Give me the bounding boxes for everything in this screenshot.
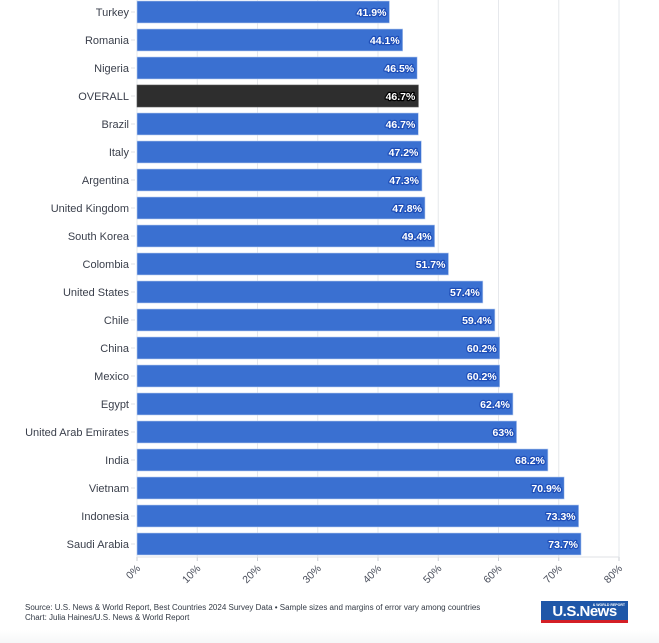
x-tick-label: 50% xyxy=(421,563,444,586)
bar xyxy=(136,448,549,472)
value-label: 46.5% xyxy=(384,63,414,75)
value-label: 47.8% xyxy=(392,203,422,215)
bar-chart: Turkey Romania Nigeria OVERALL Brazil Italy Ar… xyxy=(25,0,625,586)
category-label: Argentina xyxy=(82,175,130,187)
bar xyxy=(136,56,418,80)
category-label: India xyxy=(105,455,130,467)
value-label: 70.9% xyxy=(531,483,561,495)
value-label: 46.7% xyxy=(386,91,416,103)
bar xyxy=(136,84,419,108)
bar xyxy=(136,168,423,192)
x-tick-label: 30% xyxy=(301,563,324,586)
bar xyxy=(136,112,419,136)
category-label: OVERALL xyxy=(78,91,129,103)
gridlines xyxy=(136,0,620,557)
value-label: 51.7% xyxy=(416,259,446,271)
bar xyxy=(136,280,484,304)
bar xyxy=(136,196,426,220)
category-label: Turkey xyxy=(96,7,130,19)
bar xyxy=(136,364,501,388)
x-tick-label: 10% xyxy=(180,563,203,586)
bar xyxy=(136,308,496,332)
bottom-fade xyxy=(0,630,659,643)
bar xyxy=(136,476,565,500)
bar xyxy=(136,504,579,528)
value-label: 73.3% xyxy=(546,511,576,523)
bar xyxy=(136,252,449,276)
logo-text: U.S.News xyxy=(552,602,617,620)
value-label: 63% xyxy=(493,427,515,439)
category-label: China xyxy=(100,343,130,355)
category-label: Brazil xyxy=(101,119,129,131)
category-label: Romania xyxy=(85,35,130,47)
x-tick-label: 80% xyxy=(602,563,625,586)
x-tick-label: 20% xyxy=(240,563,263,586)
value-label: 60.2% xyxy=(467,371,497,383)
category-label: Vietnam xyxy=(89,483,129,495)
value-label: 49.4% xyxy=(402,231,432,243)
usnews-logo: & WORLD REPORT U.S.News xyxy=(541,601,628,623)
category-label: South Korea xyxy=(68,231,130,243)
category-label: Chile xyxy=(104,315,129,327)
value-label: 68.2% xyxy=(515,455,545,467)
category-labels: Turkey Romania Nigeria OVERALL Brazil Italy Ar… xyxy=(25,7,135,551)
bar xyxy=(136,140,422,164)
bar xyxy=(136,420,517,444)
x-axis: 0% 10% 20% 30% 40% 50% 60% 70% 80% xyxy=(124,556,625,586)
category-label: Colombia xyxy=(83,259,130,271)
category-label: Italy xyxy=(109,147,130,159)
value-label: 46.7% xyxy=(386,119,416,131)
value-label: 62.4% xyxy=(480,399,510,411)
bars xyxy=(136,0,582,556)
category-label: United Arab Emirates xyxy=(25,427,129,439)
x-tick-label: 0% xyxy=(124,563,143,582)
category-label: Saudi Arabia xyxy=(67,539,130,551)
value-label: 59.4% xyxy=(462,315,492,327)
bar xyxy=(136,392,514,416)
x-tick-label: 60% xyxy=(481,563,504,586)
source-note: Source: U.S. News & World Report, Best C… xyxy=(25,603,481,612)
value-label: 41.9% xyxy=(357,7,387,19)
logo-tagline: & WORLD REPORT xyxy=(592,603,625,607)
x-tick-label: 40% xyxy=(361,563,384,586)
value-label: 44.1% xyxy=(370,35,400,47)
value-label: 60.2% xyxy=(467,343,497,355)
x-tick-label: 70% xyxy=(542,563,565,586)
value-label: 47.3% xyxy=(389,175,419,187)
bar xyxy=(136,532,582,556)
category-label: Indonesia xyxy=(81,511,130,523)
value-labels: 41.9% 44.1% 46.5% 46.7% 46.7% 47.2% 47.3% 47.8%… xyxy=(355,6,580,553)
category-label: United States xyxy=(63,287,130,299)
category-label: Nigeria xyxy=(94,63,130,75)
category-label: Egypt xyxy=(101,399,129,411)
bar xyxy=(136,28,404,52)
chart-footer: Source: U.S. News & World Report, Best C… xyxy=(25,603,480,623)
value-label: 57.4% xyxy=(450,287,480,299)
bar xyxy=(136,336,501,360)
category-label: United Kingdom xyxy=(51,203,129,215)
value-label: 47.2% xyxy=(389,147,419,159)
category-label: Mexico xyxy=(94,371,129,383)
bar xyxy=(136,224,435,248)
value-label: 73.7% xyxy=(548,539,578,551)
chart-credit: Chart: Julia Haines/U.S. News & World Re… xyxy=(25,613,190,622)
logo-red-stripe xyxy=(541,620,628,623)
bar xyxy=(136,0,390,24)
